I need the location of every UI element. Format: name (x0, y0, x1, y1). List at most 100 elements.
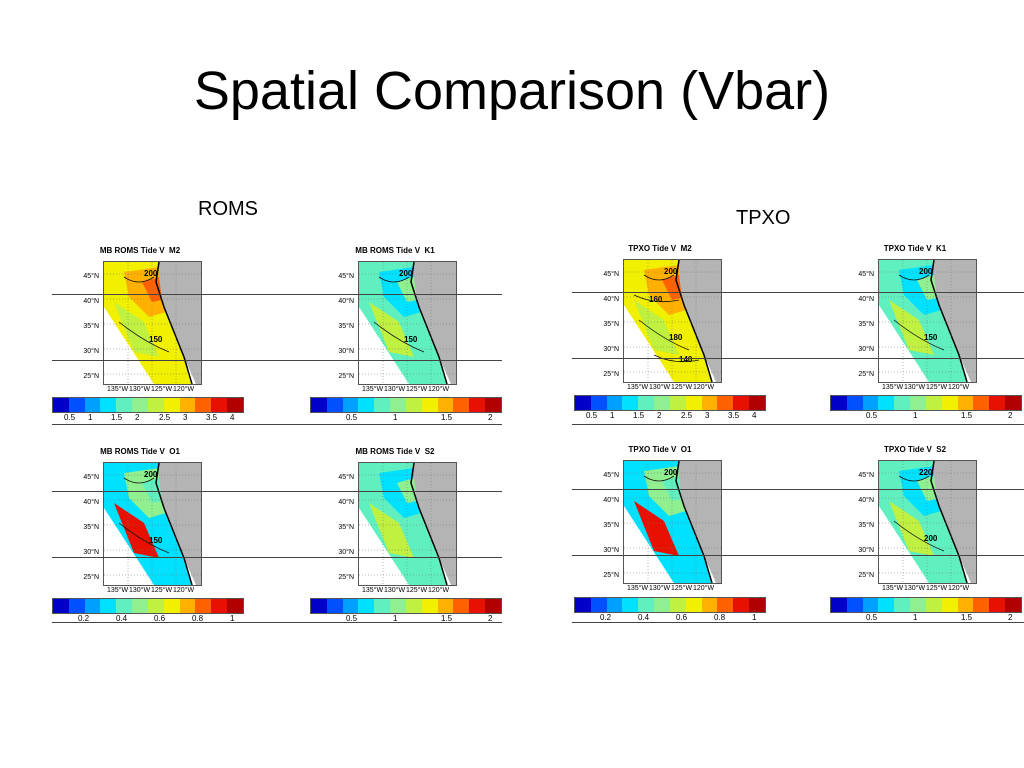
longitude-label: 135°W (362, 386, 384, 393)
latitude-label: 25°N (603, 572, 619, 579)
longitude-label: 120°W (428, 587, 450, 594)
map-area: 200 150 (358, 261, 457, 385)
colorbar-swatch (701, 396, 718, 410)
colorbar-swatch (342, 599, 359, 613)
latitude-label: 35°N (83, 323, 99, 330)
colorbar-swatch (437, 599, 454, 613)
longitude-label: 135°W (107, 587, 129, 594)
colorbar-swatch (147, 599, 164, 613)
longitude-label: 130°W (649, 384, 671, 391)
amplitude-region (889, 300, 934, 355)
map-panel: MB ROMS Tide V K1 45°N 40°N 35°N 30°N 25°N 135… (310, 246, 460, 396)
latitude-label: 25°N (858, 371, 874, 378)
latitude-label: 40°N (603, 497, 619, 504)
colorbar-ticks: 0.5 1 1.5 2 (830, 411, 1020, 423)
colorbar-tick-label: 1.5 (633, 411, 645, 420)
colorbar-swatch (733, 598, 750, 612)
colorbar-tick-label: 0.6 (154, 614, 166, 623)
colorbar-swatch (894, 598, 911, 612)
panel-title: TPXO Tide V S2 (883, 445, 947, 454)
tpxo-label: TPXO (736, 207, 791, 229)
latitude-label: 45°N (603, 472, 619, 479)
coastline (410, 262, 448, 384)
map-canvas: 200 150 (359, 262, 456, 384)
map-canvas: 200 150 (104, 262, 201, 384)
latitude-label: 35°N (603, 522, 619, 529)
amplitude-region (369, 302, 414, 357)
latitude-label: 30°N (858, 346, 874, 353)
colorbar-swatch (390, 599, 406, 613)
colorbar-swatch (685, 598, 702, 612)
map-canvas: 200 150 (104, 463, 201, 585)
contour-label: 150 (149, 335, 163, 344)
colorbar-swatch (590, 598, 607, 612)
latitude-label: 35°N (83, 524, 99, 531)
colorbar-swatch (685, 396, 702, 410)
latitude-label: 25°N (338, 373, 354, 380)
colorbar-tick-label: 4 (752, 411, 757, 420)
colorbar-swatch (485, 398, 501, 412)
amplitude-region (634, 501, 679, 556)
ocean-field (104, 463, 192, 585)
colorbar-tick-label: 2.5 (681, 411, 693, 420)
map-panel: MB ROMS Tide V S2 45°N 40°N 35°N 30°N 25°N 135… (310, 447, 460, 597)
colorbar-tick-label: 0.5 (346, 413, 358, 422)
colorbar-swatch (405, 398, 422, 412)
colorbar-swatch (374, 599, 391, 613)
land-mask (931, 260, 976, 382)
colorbar-swatch (622, 598, 639, 612)
colorbar-swatch (100, 599, 117, 613)
colorbar-swatch (179, 398, 196, 412)
latitude-label: 25°N (83, 373, 99, 380)
colorbar (52, 598, 244, 614)
panel-title: MB ROMS Tide V K1 (355, 246, 435, 255)
contour-label: 200 (924, 534, 938, 543)
map-area: 200 150 (103, 462, 202, 586)
longitude-label: 130°W (129, 587, 151, 594)
colorbar-swatch (84, 599, 101, 613)
colorbar-swatch (405, 599, 422, 613)
panel-title: MB ROMS Tide V M2 (99, 246, 181, 255)
colorbar-ticks: 0.5 1 1.5 2 (830, 613, 1020, 625)
colorbar-swatch (717, 396, 734, 410)
coastline (675, 260, 713, 382)
colorbar-tick-label: 4 (230, 413, 235, 422)
longitude-label: 120°W (948, 384, 970, 391)
colorbar-tick-label: 3.5 (728, 411, 740, 420)
colorbar-swatch (358, 398, 375, 412)
longitude-label: 125°W (671, 585, 693, 592)
latitude-label: 40°N (338, 499, 354, 506)
contour-line (638, 319, 690, 351)
colorbar-swatch (390, 398, 406, 412)
colorbar (310, 598, 502, 614)
map-canvas: 200 150 (879, 260, 976, 382)
latitude-label: 30°N (83, 348, 99, 355)
colorbar-swatch (575, 598, 591, 612)
longitude-label: 125°W (671, 384, 693, 391)
colorbar-swatch (989, 598, 1006, 612)
colorbar-swatch (831, 598, 847, 612)
colorbar-swatch (925, 396, 942, 410)
colorbar-tick-label: 0.2 (78, 614, 90, 623)
colorbar-tick-label: 0.8 (714, 613, 726, 622)
latitude-label: 30°N (603, 547, 619, 554)
reference-line (572, 358, 1024, 359)
coastline (930, 461, 968, 583)
map-canvas: 220 200 (879, 461, 976, 583)
reference-line (572, 489, 1024, 490)
colorbar-swatch (654, 396, 670, 410)
map-panel: MB ROMS Tide V M2 45°N 40°N 35°N 30°N 25°N 135… (55, 246, 205, 396)
colorbar-swatch (717, 598, 734, 612)
colorbar-tick-label: 0.4 (116, 614, 128, 623)
colorbar-tick-label: 3 (183, 413, 188, 422)
latitude-label: 40°N (603, 296, 619, 303)
colorbar-tick-label: 1 (913, 613, 918, 622)
contour-label: 200 (664, 468, 678, 477)
longitude-label: 120°W (173, 386, 195, 393)
colorbar-swatch (925, 598, 942, 612)
contour-label: 200 (919, 267, 933, 276)
colorbar-swatch (311, 398, 327, 412)
colorbar-swatch (132, 599, 148, 613)
colorbar-swatch (211, 398, 228, 412)
colorbar-tick-label: 1.5 (111, 413, 123, 422)
